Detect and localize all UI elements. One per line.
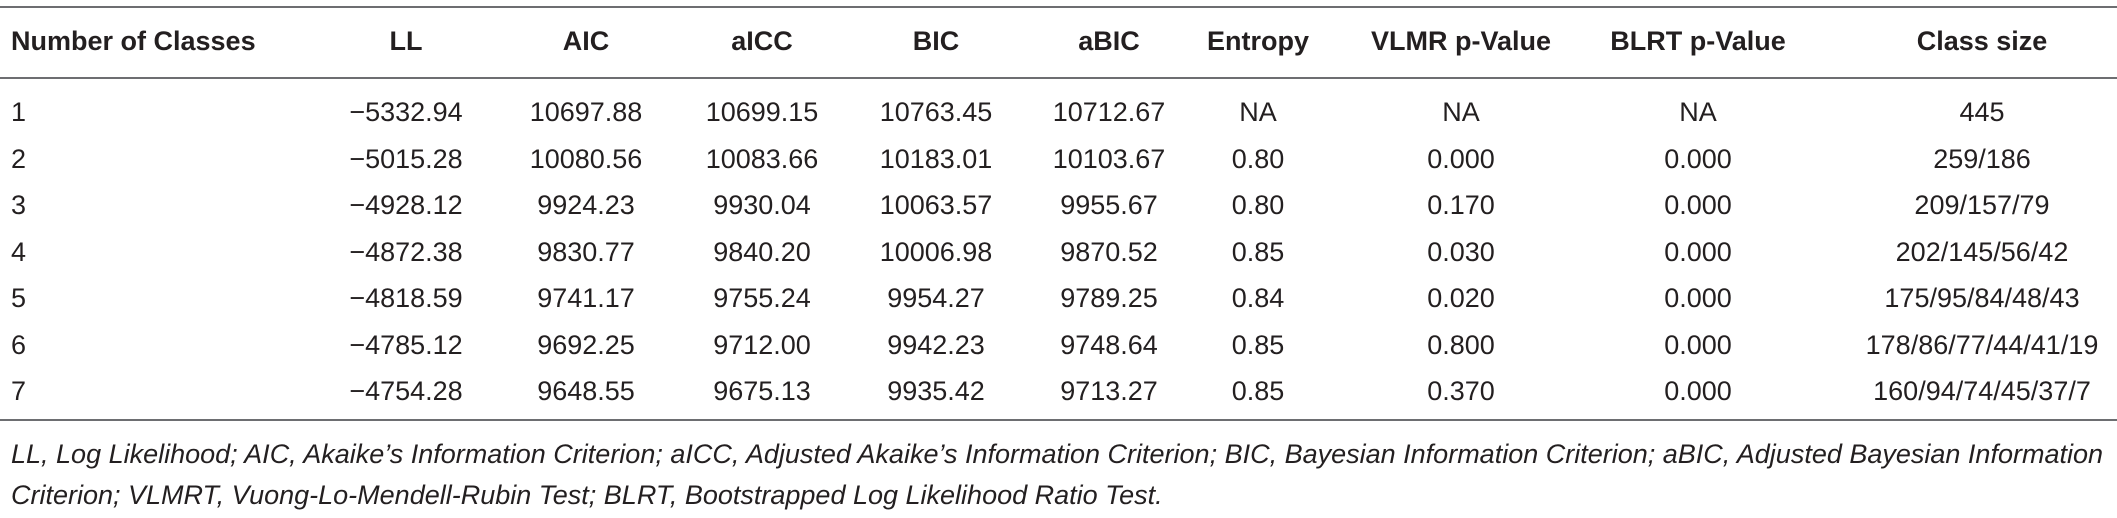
table-cell: 0.85 — [1231, 376, 1285, 406]
table-cell: 259/186 — [1933, 143, 2031, 174]
table-cell: 0.84 — [1231, 283, 1285, 313]
table-cell: 445 — [1959, 97, 2005, 127]
table-cell: 10080.56 — [529, 143, 643, 174]
table-cell: 10763.45 — [879, 97, 993, 127]
table-cell: 0.000 — [1664, 143, 1732, 174]
column-header: aICC — [731, 26, 793, 56]
table-cell: −4818.59 — [349, 283, 463, 313]
table-cell: 6 — [11, 329, 27, 360]
table-cell: 4 — [11, 236, 27, 267]
table-cell: 10699.15 — [705, 97, 819, 127]
table-cell: 0.85 — [1231, 329, 1285, 360]
table-cell: 10712.67 — [1052, 97, 1166, 127]
table-cell: 9930.04 — [713, 190, 811, 220]
table-cell: 5 — [11, 283, 27, 313]
table-cell: −4928.12 — [349, 190, 463, 220]
table-cell: 2 — [11, 143, 27, 174]
table-cell: 9935.42 — [887, 376, 985, 406]
table-cell: 9713.27 — [1060, 376, 1158, 406]
table-cell: NA — [1239, 97, 1277, 127]
table-cell: 0.170 — [1427, 190, 1495, 220]
column-header: Number of Classes — [11, 26, 256, 56]
table-cell: 0.000 — [1664, 376, 1732, 406]
table-cell: −4785.12 — [349, 329, 463, 360]
table-cell: 9789.25 — [1060, 283, 1158, 313]
table-cell: 9692.25 — [537, 329, 635, 360]
table-cell: 202/145/56/42 — [1895, 236, 2069, 267]
table-cell: −4754.28 — [349, 376, 463, 406]
table-cell: 9924.23 — [537, 190, 635, 220]
table-cell: 0.000 — [1664, 190, 1732, 220]
column-header: Entropy — [1206, 26, 1310, 56]
table-cell: 9748.64 — [1060, 329, 1158, 360]
table-cell: 0.000 — [1664, 283, 1732, 313]
table-cell: 160/94/74/45/37/7 — [1873, 376, 2091, 406]
column-header: LL — [389, 26, 423, 56]
table-cell: 0.85 — [1231, 236, 1285, 267]
table-cell: 9830.77 — [537, 236, 635, 267]
table-cell: 10183.01 — [879, 143, 993, 174]
column-header: Class size — [1916, 26, 2048, 56]
table-cell: 3 — [11, 190, 27, 220]
table-cell: NA — [1442, 97, 1480, 127]
table-cell: 10697.88 — [529, 97, 643, 127]
table-cell: 0.800 — [1427, 329, 1495, 360]
table-cell: 178/86/77/44/41/19 — [1865, 329, 2099, 360]
table-cell: 0.370 — [1427, 376, 1495, 406]
table-cell: 209/157/79 — [1914, 190, 2050, 220]
table-cell: 175/95/84/48/43 — [1884, 283, 2080, 313]
table-cell: 0.80 — [1231, 143, 1285, 174]
table-cell: 0.000 — [1664, 236, 1732, 267]
table-cell: 0.000 — [1427, 143, 1495, 174]
table-cell: 9954.27 — [887, 283, 985, 313]
table-cell: 0.030 — [1427, 236, 1495, 267]
table-cell: −4872.38 — [349, 236, 463, 267]
table-cell: 0.80 — [1231, 190, 1285, 220]
table-cell: 9741.17 — [537, 283, 635, 313]
bottom-rule — [0, 419, 2117, 421]
top-rule — [0, 6, 2117, 8]
column-header: VLMR p-Value — [1370, 26, 1552, 56]
table-cell: 9755.24 — [713, 283, 811, 313]
table-cell: 9675.13 — [713, 376, 811, 406]
table-cell: 9955.67 — [1060, 190, 1158, 220]
header-rule — [0, 77, 2117, 79]
table-cell: 0.020 — [1427, 283, 1495, 313]
column-header: AIC — [562, 26, 610, 56]
table-cell: 9648.55 — [537, 376, 635, 406]
table-cell: 10103.67 — [1052, 143, 1166, 174]
column-header: aBIC — [1078, 26, 1140, 56]
footnote: LL, Log Likelihood; AIC, Akaike’s Inform… — [11, 439, 2103, 510]
table-cell: 10006.98 — [879, 236, 993, 267]
table-cell: 9840.20 — [713, 236, 811, 267]
table-cell: −5332.94 — [349, 97, 463, 127]
column-header: BIC — [912, 26, 960, 56]
table-cell: 10083.66 — [705, 143, 819, 174]
table-cell: 9712.00 — [713, 329, 811, 360]
table-cell: 7 — [11, 376, 27, 406]
table-cell: 9870.52 — [1060, 236, 1158, 267]
table-cell: 9942.23 — [887, 329, 985, 360]
table-cell: NA — [1679, 97, 1717, 127]
table-cell: −5015.28 — [349, 143, 463, 174]
table-cell: 10063.57 — [879, 190, 993, 220]
table-cell: 1 — [11, 97, 27, 127]
column-header: BLRT p-Value — [1610, 26, 1786, 56]
table-cell: 0.000 — [1664, 329, 1732, 360]
